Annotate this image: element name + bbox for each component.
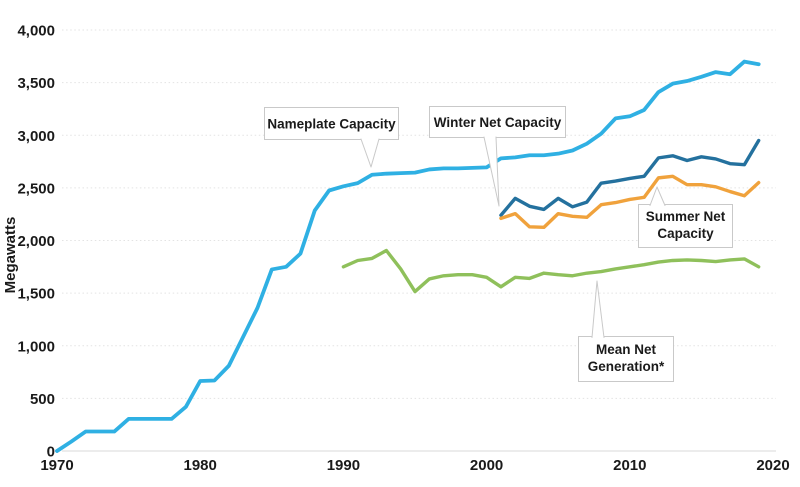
callout-summer-net-capacity: Summer Net Capacity bbox=[638, 186, 733, 248]
callout-label: Nameplate Capacity bbox=[267, 117, 396, 132]
callout-box bbox=[264, 107, 399, 140]
callout-nameplate-capacity: Nameplate Capacity bbox=[264, 107, 399, 168]
callout-label: Winter Net Capacity bbox=[434, 115, 562, 130]
x-tick-label-1970: 1970 bbox=[40, 457, 73, 474]
callout-label-line1: Summer Net bbox=[646, 209, 726, 224]
y-tick-label-3500: 3,500 bbox=[17, 75, 55, 92]
callout-label-line2: Capacity bbox=[657, 226, 714, 241]
callout-box bbox=[578, 336, 674, 382]
x-tick-label-1980: 1980 bbox=[184, 457, 217, 474]
series-line-nameplate-capacity bbox=[55, 59, 761, 453]
y-tick-label-0: 0 bbox=[47, 444, 55, 461]
series-line-mean-net-generation bbox=[341, 248, 761, 294]
callout-box bbox=[429, 106, 566, 138]
callout-pointer bbox=[591, 280, 605, 338]
callout-winter-net-capacity: Winter Net Capacity bbox=[429, 106, 566, 207]
y-tick-label-2500: 2,500 bbox=[17, 180, 55, 197]
callout-label-line1: Mean Net bbox=[596, 342, 657, 357]
y-axis-title: Megawatts bbox=[2, 217, 19, 294]
y-tick-label-500: 500 bbox=[30, 391, 55, 408]
x-tick-label-1990: 1990 bbox=[327, 457, 360, 474]
series-line-summer-net-capacity bbox=[499, 174, 761, 230]
callout-pointer bbox=[483, 136, 500, 207]
y-tick-label-3000: 3,000 bbox=[17, 128, 55, 145]
callout-mean-net-generation: Mean Net Generation* bbox=[578, 280, 674, 382]
callout-box bbox=[638, 204, 733, 248]
callout-pointer bbox=[360, 138, 380, 168]
x-tick-label-2010: 2010 bbox=[613, 457, 646, 474]
y-tick-label-2000: 2,000 bbox=[17, 233, 55, 250]
series-line-winter-net-capacity bbox=[499, 138, 761, 217]
callout-label-line2: Generation* bbox=[588, 359, 665, 374]
y-tick-label-1500: 1,500 bbox=[17, 286, 55, 303]
x-tick-label-2000: 2000 bbox=[470, 457, 503, 474]
y-tick-label-4000: 4,000 bbox=[17, 23, 55, 40]
y-tick-label-1000: 1,000 bbox=[17, 338, 55, 355]
plot-area: 0 500 1,000 1,500 2,000 2,500 3,000 3,500 4,000 1… bbox=[2, 23, 790, 475]
x-tick-label-2020: 2020 bbox=[756, 457, 789, 474]
callout-pointer bbox=[649, 186, 666, 206]
